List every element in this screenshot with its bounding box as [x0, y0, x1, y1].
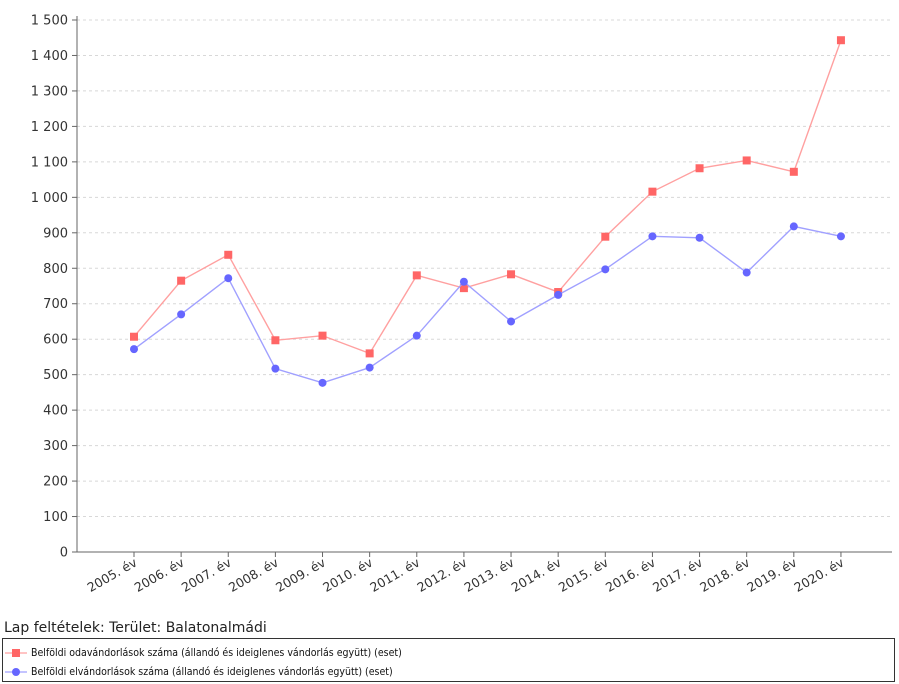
- axes: [76, 16, 892, 553]
- data-point: [695, 164, 704, 173]
- data-point: [177, 310, 186, 319]
- x-tick-label: 2020. év: [791, 554, 847, 595]
- data-point: [742, 156, 751, 165]
- data-point: [412, 271, 421, 280]
- data-point: [789, 167, 798, 176]
- x-tick-label: 2011. év: [367, 554, 423, 595]
- data-point: [836, 36, 845, 45]
- data-point: [459, 284, 468, 293]
- data-point: [601, 265, 610, 274]
- data-point: [507, 317, 516, 326]
- data-point: [836, 232, 845, 241]
- y-tick-label: 1 200: [31, 120, 68, 135]
- legend-item-inflow: Belföldi odavándorlások száma (állandó é…: [3, 643, 894, 662]
- x-tick-label: 2008. év: [226, 554, 282, 595]
- y-axis-ticks: 0 100 200 300 400 500 600 700 800 900 1 000 1 100 1 …: [31, 14, 77, 561]
- y-tick-label: 1 500: [31, 14, 68, 29]
- series-1: [130, 36, 845, 358]
- x-tick-label: 2007. év: [179, 554, 235, 595]
- data-point: [507, 270, 516, 279]
- page-conditions-footnote: Lap feltételek: Terület: Balatonalmádi: [4, 620, 267, 636]
- y-tick-label: 100: [43, 510, 68, 525]
- data-point: [130, 332, 138, 341]
- y-tick-label: 1 400: [31, 49, 68, 64]
- x-tick-label: 2019. év: [744, 554, 800, 595]
- legend-label-outflow: Belföldi elvándorlások száma (állandó és…: [31, 665, 393, 678]
- data-point: [459, 277, 468, 286]
- y-tick-label: 200: [43, 475, 68, 490]
- series-line: [133, 225, 842, 384]
- data-point: [130, 345, 138, 354]
- data-point: [318, 378, 327, 387]
- x-tick-label: 2018. év: [697, 554, 753, 595]
- x-tick-label: 2017. év: [650, 554, 706, 595]
- data-point: [318, 331, 327, 340]
- data-point: [271, 364, 280, 373]
- line-chart: 0 100 200 300 400 500 600 700 800 900 1 000 1 100 1 …: [31, 14, 892, 595]
- data-point: [789, 222, 798, 231]
- y-tick-label: 800: [43, 262, 68, 277]
- data-point: [601, 232, 610, 241]
- data-point: [412, 331, 421, 340]
- data-point: [224, 250, 233, 259]
- data-point: [554, 290, 563, 299]
- data-point: [224, 274, 233, 283]
- data-point: [648, 232, 657, 241]
- data-point: [695, 233, 704, 242]
- data-point: [271, 336, 280, 345]
- x-tick-label: 2014. év: [509, 554, 565, 595]
- circle-marker-icon: [5, 667, 27, 676]
- x-tick-label: 2010. év: [320, 554, 376, 595]
- data-point: [365, 349, 374, 358]
- y-tick-label: 300: [43, 439, 68, 454]
- x-tick-label: 2006. év: [132, 554, 188, 595]
- x-tick-label: 2012. év: [414, 554, 470, 595]
- y-tick-label: 600: [43, 333, 68, 348]
- y-tick-label: 1 000: [31, 191, 68, 206]
- data-point: [177, 276, 186, 285]
- series-group: [130, 36, 845, 387]
- y-tick-label: 400: [43, 404, 68, 419]
- x-tick-label: 2015. év: [556, 554, 612, 595]
- x-tick-label: 2009. év: [273, 554, 329, 595]
- y-tick-label: 0: [60, 546, 68, 561]
- grid-lines: [77, 19, 892, 518]
- y-tick-label: 1 300: [31, 84, 68, 99]
- y-tick-label: 1 100: [31, 155, 68, 170]
- legend: Belföldi odavándorlások száma (állandó é…: [2, 638, 895, 682]
- legend-label-inflow: Belföldi odavándorlások száma (állandó é…: [31, 646, 402, 659]
- x-tick-label: 2005. év: [84, 554, 140, 595]
- x-tick-label: 2016. év: [603, 554, 659, 595]
- legend-item-outflow: Belföldi elvándorlások száma (állandó és…: [3, 662, 894, 681]
- x-tick-label: 2013. év: [462, 554, 518, 595]
- y-tick-label: 700: [43, 297, 68, 312]
- data-point: [742, 268, 751, 277]
- series-2: [130, 222, 845, 387]
- square-marker-icon: [5, 648, 27, 657]
- y-tick-label: 500: [43, 368, 68, 383]
- y-tick-label: 900: [43, 226, 68, 241]
- data-point: [648, 187, 657, 196]
- series-line: [133, 39, 842, 355]
- data-point: [365, 363, 374, 372]
